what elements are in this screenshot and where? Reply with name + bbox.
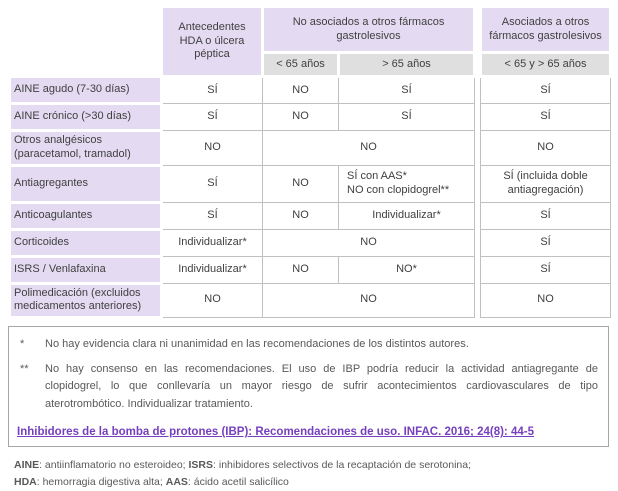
abbrev-definition: : antiinflamatorio no esteroideo; — [39, 459, 189, 472]
table-cell: SÍ — [480, 228, 612, 257]
table-cell: SÍ — [480, 255, 612, 284]
table-cell: SÍ — [337, 76, 476, 104]
row-label: Anticoagulantes — [8, 200, 163, 231]
abbrev-term: AAS — [165, 476, 188, 489]
footnotes-box: * No hay evidencia clara ni unanimidad e… — [8, 326, 609, 448]
footnote-double-asterisk: ** No hay consenso en las recomendacione… — [15, 361, 598, 414]
header-group-asociados: Asociados a otros fármacos gastrolesivos — [479, 5, 613, 54]
subheader-both-ages: < 65 y > 65 años — [479, 51, 613, 78]
table-cell: SÍ — [480, 103, 612, 131]
table-cell: NO — [262, 164, 339, 203]
row-label: Otros analgésicos (paracetamol, tramadol… — [8, 129, 163, 167]
table-row-polimedicacion: Polimedicación (excluidos medicamentos a… — [8, 281, 612, 319]
subheader-over-65: > 65 años — [336, 51, 477, 78]
abbrev-definition: : hemorragia digestiva alta; — [36, 476, 166, 489]
row-label: AINE agudo (7-30 días) — [8, 75, 163, 105]
header-group-no-asociados: No asociados a otros fármacos gastrolesi… — [260, 5, 477, 54]
header-blank-cell — [9, 6, 162, 77]
table-cell: SÍ — [337, 103, 476, 131]
row-label: Corticoides — [8, 227, 163, 258]
subheader-under-65: < 65 años — [261, 51, 340, 78]
table-cell: Individualizar* — [161, 228, 263, 257]
table-cell: NO — [262, 76, 339, 104]
footnote-text: No hay evidencia clara ni unanimidad en … — [45, 338, 469, 350]
footnote-text: No hay consenso en las recomendaciones. … — [45, 362, 598, 410]
table-cell: SÍ — [480, 201, 612, 230]
header-row-groups: Antecedentes HDA o úlcera péptica No aso… — [9, 5, 613, 78]
footnote-single-asterisk: * No hay evidencia clara ni unanimidad e… — [15, 336, 598, 354]
table-cell: NO — [161, 130, 263, 166]
footnote-marker: * — [20, 338, 25, 350]
table-cell: SÍ — [161, 103, 263, 131]
table-row-anticoagulantes: Anticoagulantes SÍ NO Individualizar* SÍ — [8, 200, 612, 231]
cell-line: NO con clopidogrel** — [347, 183, 450, 196]
abbreviations: AINE: antiinflamatorio no esteroideo; IS… — [14, 457, 610, 491]
table-cell-merged: NO — [261, 282, 476, 318]
row-label: Polimedicación (excluidos medicamentos a… — [8, 281, 163, 319]
table-row-aine-agudo: AINE agudo (7-30 días) SÍ NO SÍ SÍ — [8, 75, 612, 105]
abbrev-term: ISRS — [188, 459, 214, 472]
footnote-marker: ** — [20, 362, 29, 375]
table-row-isrs-venlafaxina: ISRS / Venlafaxina Individualizar* NO NO… — [8, 254, 612, 285]
table-cell: Individualizar* — [337, 201, 476, 230]
column-group-spacer — [474, 6, 481, 77]
table-row-otros-analgesicos: Otros analgésicos (paracetamol, tramadol… — [8, 129, 612, 167]
abbrev-term: AINE — [14, 459, 40, 472]
header-antecedentes: Antecedentes HDA o úlcera péptica — [160, 5, 264, 78]
table-cell: NO — [262, 255, 339, 284]
table-cell: SÍ (incluida doble antiagregación) — [480, 164, 612, 203]
table-row-antiagregantes: Antiagregantes SÍ NO SÍ con AAS* NO con … — [8, 163, 612, 204]
table-cell-merged: NO — [261, 228, 476, 257]
table-cell: NO — [161, 282, 263, 318]
table-cell: SÍ — [161, 201, 263, 230]
ibp-recommendations-table: Antecedentes HDA o úlcera péptica No aso… — [8, 5, 613, 319]
table-cell: NO — [262, 201, 339, 230]
abbrev-definition: : inhibidores selectivos de la recaptaci… — [213, 459, 472, 472]
row-label: ISRS / Venlafaxina — [8, 254, 163, 285]
table-cell-antiagregantes-over65: SÍ con AAS* NO con clopidogrel** — [337, 164, 476, 203]
table-cell-merged: NO — [261, 130, 476, 166]
row-label: Antiagregantes — [8, 163, 163, 204]
table-cell: NO — [480, 130, 612, 166]
row-label: AINE crónico (>30 días) — [8, 102, 163, 132]
abbrev-term: HDA — [14, 476, 37, 489]
table-cell: Individualizar* — [161, 255, 263, 284]
table-cell: NO* — [337, 255, 476, 284]
table-cell: NO — [480, 282, 612, 318]
table-cell: SÍ — [161, 76, 263, 104]
abbreviation-line: HDA: hemorragia digestiva alta; AAS: áci… — [14, 474, 610, 491]
infac-reference-link[interactable]: Inhibidores de la bomba de protones (IBP… — [17, 426, 534, 439]
table-row-aine-cronico: AINE crónico (>30 días) SÍ NO SÍ SÍ — [8, 102, 612, 132]
table-cell: SÍ — [161, 164, 263, 203]
table-cell: SÍ — [480, 76, 612, 104]
cell-line: SÍ con AAS* — [347, 169, 407, 182]
table-cell: NO — [262, 103, 339, 131]
table-row-corticoides: Corticoides Individualizar* NO SÍ — [8, 227, 612, 258]
abbreviation-line: AINE: antiinflamatorio no esteroideo; IS… — [14, 457, 610, 474]
abbrev-definition: : ácido acetil salicílico — [187, 476, 289, 489]
header-row-ages: < 65 años > 65 años < 65 y > 65 años — [10, 51, 613, 78]
